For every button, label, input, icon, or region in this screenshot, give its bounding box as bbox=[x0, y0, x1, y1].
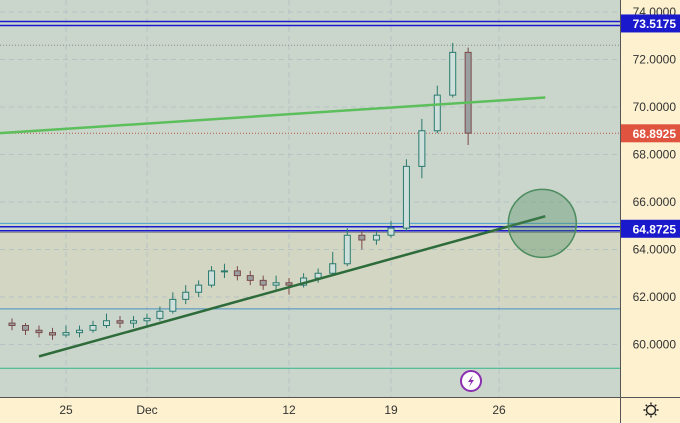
candle-body bbox=[143, 317, 151, 322]
candle-body bbox=[195, 284, 203, 293]
candle-body bbox=[418, 130, 426, 167]
price-badge bbox=[621, 14, 680, 33]
price-badge-label: 64.8725 bbox=[633, 222, 677, 236]
candle-body bbox=[272, 282, 280, 286]
candle-body bbox=[169, 298, 177, 312]
candle-body bbox=[35, 329, 43, 334]
candle-body bbox=[343, 234, 351, 265]
price-badges: 73.5175 68.8925 64.8725 bbox=[621, 14, 680, 238]
candle-body bbox=[358, 234, 366, 241]
price-tick-label: 62.0000 bbox=[633, 290, 677, 304]
time-tick-label: Dec bbox=[136, 403, 157, 417]
price-badge bbox=[621, 124, 680, 143]
trend-line bbox=[38, 215, 546, 358]
candle-body bbox=[449, 51, 457, 96]
circle-marker bbox=[507, 188, 578, 259]
candle-body bbox=[22, 325, 29, 331]
candle-body bbox=[208, 270, 216, 286]
time-tick-label: 26 bbox=[492, 403, 506, 417]
plot-background bbox=[0, 0, 620, 397]
candle-body bbox=[259, 279, 267, 286]
candle-body bbox=[89, 325, 97, 331]
time-tick-label: 25 bbox=[59, 403, 73, 417]
candle-body bbox=[464, 51, 472, 134]
candle-body bbox=[103, 320, 110, 326]
candle-body bbox=[246, 275, 254, 281]
price-tick-label: 70.0000 bbox=[633, 100, 677, 114]
candle-body bbox=[116, 320, 124, 324]
price-tick-label: 64.0000 bbox=[633, 243, 677, 257]
candle-body bbox=[402, 165, 410, 229]
price-badge-label: 68.8925 bbox=[633, 127, 677, 141]
price-badge-label: 73.5175 bbox=[633, 17, 677, 31]
time-axis[interactable] bbox=[0, 397, 680, 423]
candle-body bbox=[76, 329, 83, 334]
candle-body bbox=[387, 227, 395, 236]
candle-body bbox=[156, 310, 164, 319]
time-axis-labels: 25 Dec 12 19 26 bbox=[59, 403, 506, 417]
price-badge bbox=[621, 219, 680, 238]
candle-body bbox=[182, 291, 190, 300]
candle-body bbox=[433, 94, 441, 132]
candle-body bbox=[329, 263, 337, 274]
candle-body bbox=[220, 270, 228, 273]
candle-body bbox=[285, 282, 293, 286]
price-tick-label: 72.0000 bbox=[633, 53, 677, 67]
candle-body bbox=[233, 270, 241, 277]
time-tick-label: 19 bbox=[384, 403, 398, 417]
trend-lines[interactable] bbox=[0, 96, 578, 358]
lightning-icon[interactable] bbox=[460, 370, 482, 392]
candle-body bbox=[49, 332, 56, 336]
candles bbox=[8, 42, 472, 340]
candle-body bbox=[372, 234, 380, 241]
price-tick-label: 66.0000 bbox=[633, 195, 677, 209]
candle-body bbox=[8, 322, 16, 326]
candle-body bbox=[130, 320, 137, 324]
price-tick-label: 68.0000 bbox=[633, 148, 677, 162]
trend-line bbox=[0, 96, 546, 135]
price-axis[interactable] bbox=[620, 0, 680, 397]
time-tick-label: 12 bbox=[282, 403, 296, 417]
candle-body bbox=[62, 332, 70, 336]
price-tick-label: 60.0000 bbox=[633, 338, 677, 352]
gear-icon[interactable] bbox=[643, 402, 659, 418]
